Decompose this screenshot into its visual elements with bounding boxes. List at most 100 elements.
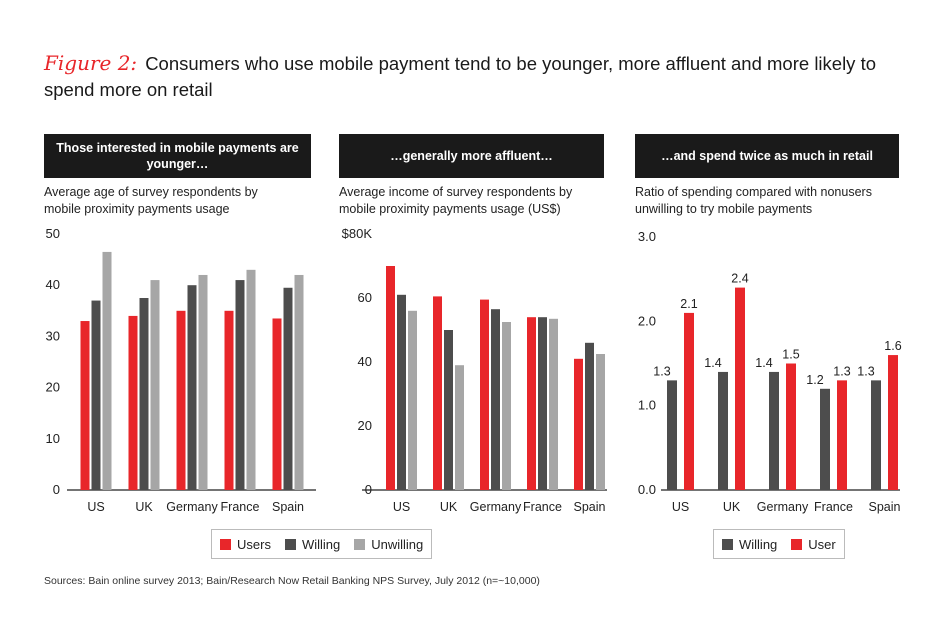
- legend-item-willing: Willing: [284, 537, 340, 552]
- x-category-label-0-0: US: [87, 500, 104, 514]
- bar-1-users-uk: [433, 296, 442, 490]
- x-category-label-0-3: France: [221, 500, 260, 514]
- bar-0-willing-spain: [283, 287, 293, 490]
- y-tick-label-2-3: 3.0: [638, 229, 656, 244]
- x-category-label-0-2: Germany: [166, 500, 218, 514]
- bar-1-unwilling-us: [408, 310, 417, 490]
- panel-subtitle-income: Average income of survey respondents by …: [339, 185, 573, 216]
- x-category-label-2-3: France: [814, 500, 853, 514]
- figure-label: Figure 2:: [44, 51, 138, 75]
- legend-swatch-users: [220, 538, 231, 550]
- source-note: Sources: Bain online survey 2013; Bain/R…: [44, 575, 540, 587]
- x-category-label-0-1: UK: [135, 500, 153, 514]
- data-label-2-user-france: 1.3: [833, 364, 850, 378]
- y-tick-label-1-1: 20: [358, 418, 372, 433]
- bar-0-unwilling-uk: [150, 280, 160, 490]
- data-label-2-user-germany: 1.5: [782, 348, 799, 362]
- panel-header-age: Those interested in mobile payments are …: [44, 134, 311, 178]
- bar-1-users-us: [386, 266, 395, 490]
- bar-0-willing-france: [235, 280, 245, 490]
- y-tick-label-2-2: 2.0: [638, 313, 656, 328]
- data-label-2-willing-uk: 1.4: [704, 356, 721, 370]
- x-category-label-1-1: UK: [440, 500, 458, 514]
- data-label-2-willing-germany: 1.4: [755, 356, 772, 370]
- y-tick-label-0-3: 30: [46, 328, 60, 343]
- bar-2-user-france: [837, 380, 847, 490]
- bar-0-willing-germany: [187, 285, 197, 490]
- bar-0-users-germany: [176, 310, 186, 490]
- bar-2-willing-germany: [769, 371, 779, 490]
- x-category-label-1-0: US: [393, 500, 410, 514]
- legend-item-user: User: [791, 537, 836, 552]
- bar-0-unwilling-spain: [294, 274, 304, 490]
- data-label-2-user-spain: 1.6: [884, 339, 901, 353]
- panel-subtitle-spend: Ratio of spending compared with nonusers…: [635, 185, 872, 216]
- bar-0-unwilling-germany: [198, 274, 208, 490]
- bar-1-willing-france: [538, 317, 547, 490]
- x-category-label-1-2: Germany: [470, 500, 522, 514]
- y-tick-label-2-1: 1.0: [638, 398, 656, 413]
- panel-header-spend: …and spend twice as much in retail: [635, 134, 899, 178]
- bar-0-unwilling-france: [246, 269, 256, 490]
- bar-1-willing-germany: [491, 309, 500, 490]
- bar-2-user-spain: [888, 355, 898, 490]
- legend-swatch-user: [791, 538, 803, 550]
- x-category-label-2-4: Spain: [869, 500, 901, 514]
- x-category-label-1-3: France: [523, 500, 562, 514]
- bar-1-willing-uk: [444, 330, 453, 490]
- legend-item-willing: Willing: [722, 537, 777, 552]
- bar-1-users-france: [527, 317, 536, 490]
- bar-1-unwilling-germany: [502, 322, 511, 490]
- bar-2-willing-uk: [718, 371, 728, 490]
- x-category-label-2-0: US: [672, 500, 689, 514]
- data-label-2-user-uk: 2.4: [731, 272, 748, 286]
- y-tick-label-1-4: $80K: [342, 226, 373, 241]
- y-tick-label-0-0: 0: [53, 482, 60, 497]
- x-category-label-2-1: UK: [723, 500, 741, 514]
- bar-2-user-germany: [786, 363, 796, 490]
- bar-2-user-us: [684, 312, 694, 490]
- bar-0-unwilling-us: [102, 251, 112, 490]
- bar-2-user-uk: [735, 287, 745, 490]
- y-tick-label-1-2: 40: [358, 354, 372, 369]
- panel-subtitle-age: Average age of survey respondents by mob…: [44, 185, 258, 216]
- bar-1-willing-spain: [585, 342, 594, 490]
- figure-title-text: Consumers who use mobile payment tend to…: [44, 53, 877, 100]
- data-label-2-user-us: 2.1: [680, 297, 697, 311]
- legend-item-users: Users: [220, 537, 271, 552]
- data-label-2-willing-spain: 1.3: [857, 364, 874, 378]
- bar-0-users-france: [224, 310, 234, 490]
- figure-title: Figure 2: Consumers who use mobile paymen…: [44, 50, 924, 103]
- y-tick-label-0-4: 40: [46, 277, 60, 292]
- y-tick-label-2-0: 0.0: [638, 482, 656, 497]
- data-label-2-willing-france: 1.2: [806, 373, 823, 387]
- bar-1-unwilling-france: [549, 318, 558, 490]
- bar-0-users-uk: [128, 315, 138, 490]
- bar-2-willing-spain: [871, 380, 881, 490]
- legend-panel-1-2: Users Willing Unwilling: [211, 529, 433, 559]
- legend-item-unwilling: Unwilling: [354, 537, 423, 552]
- x-category-label-1-4: Spain: [574, 500, 606, 514]
- bar-0-willing-us: [91, 300, 101, 490]
- x-category-label-0-4: Spain: [272, 500, 304, 514]
- bar-2-willing-france: [820, 388, 830, 490]
- y-tick-label-0-2: 20: [46, 380, 60, 395]
- legend-panel-3: Willing User: [713, 529, 845, 559]
- bar-1-users-spain: [574, 358, 583, 490]
- legend-swatch-willing: [722, 538, 733, 550]
- y-tick-label-0-1: 10: [46, 431, 60, 446]
- legend-swatch-willing: [284, 538, 296, 550]
- panel-header-income: …generally more affluent…: [339, 134, 604, 178]
- y-tick-label-0-5: 50: [46, 226, 60, 241]
- bar-1-users-germany: [480, 299, 489, 490]
- bar-2-willing-us: [667, 380, 677, 490]
- x-category-label-2-2: Germany: [757, 500, 809, 514]
- bar-0-willing-uk: [139, 298, 149, 490]
- data-label-2-willing-us: 1.3: [653, 364, 670, 378]
- bar-1-unwilling-uk: [455, 365, 464, 490]
- bar-0-users-spain: [272, 318, 282, 490]
- y-tick-label-1-3: 60: [358, 290, 372, 305]
- bar-1-willing-us: [397, 294, 406, 490]
- bar-0-users-us: [80, 321, 90, 490]
